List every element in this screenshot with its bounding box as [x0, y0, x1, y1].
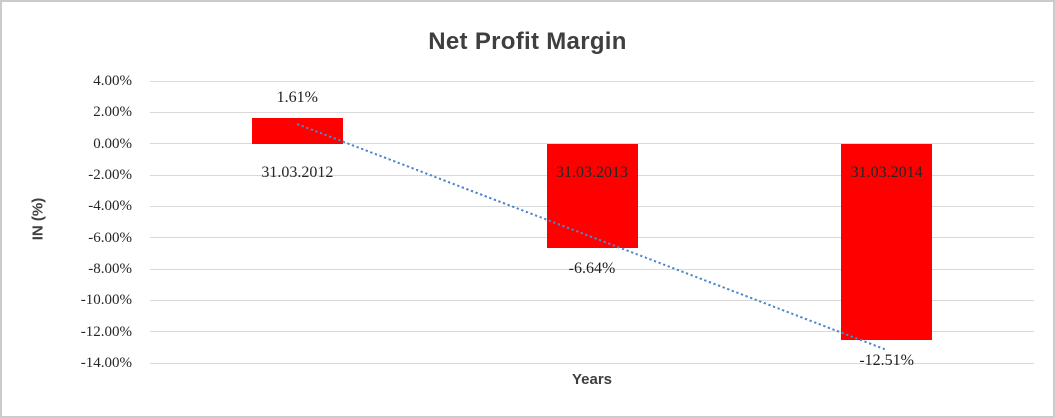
value-label: -12.51% — [859, 352, 914, 370]
y-tick-label: -8.00% — [88, 261, 132, 278]
gridline — [150, 80, 1034, 82]
gridline — [150, 299, 1034, 301]
category-label: 31.03.2012 — [261, 164, 334, 181]
y-tick-label: 4.00% — [93, 73, 132, 90]
gridline — [150, 362, 1034, 364]
category-label: 31.03.2013 — [556, 164, 628, 181]
y-tick-label: -12.00% — [80, 323, 132, 340]
y-tick-label: -4.00% — [88, 198, 132, 215]
y-tick-label: 2.00% — [93, 104, 132, 121]
gridline — [150, 111, 1034, 113]
gridline — [150, 143, 1034, 145]
y-tick-label: 0.00% — [93, 135, 132, 152]
y-tick-label: -14.00% — [80, 355, 132, 371]
category-label: 31.03.2014 — [850, 164, 923, 181]
y-tick-label: -10.00% — [80, 292, 132, 309]
gridline — [150, 268, 1034, 270]
y-tick-label: -6.00% — [88, 229, 132, 246]
bar — [251, 118, 343, 144]
chart-title: Net Profit Margin — [428, 28, 627, 55]
value-label: 1.61% — [276, 88, 318, 106]
value-label: -6.64% — [568, 260, 616, 278]
gridline — [150, 331, 1034, 333]
y-tick-label: -2.00% — [88, 167, 132, 184]
bar — [546, 144, 638, 249]
bar — [841, 144, 933, 341]
x-axis-title: Years — [571, 371, 613, 388]
